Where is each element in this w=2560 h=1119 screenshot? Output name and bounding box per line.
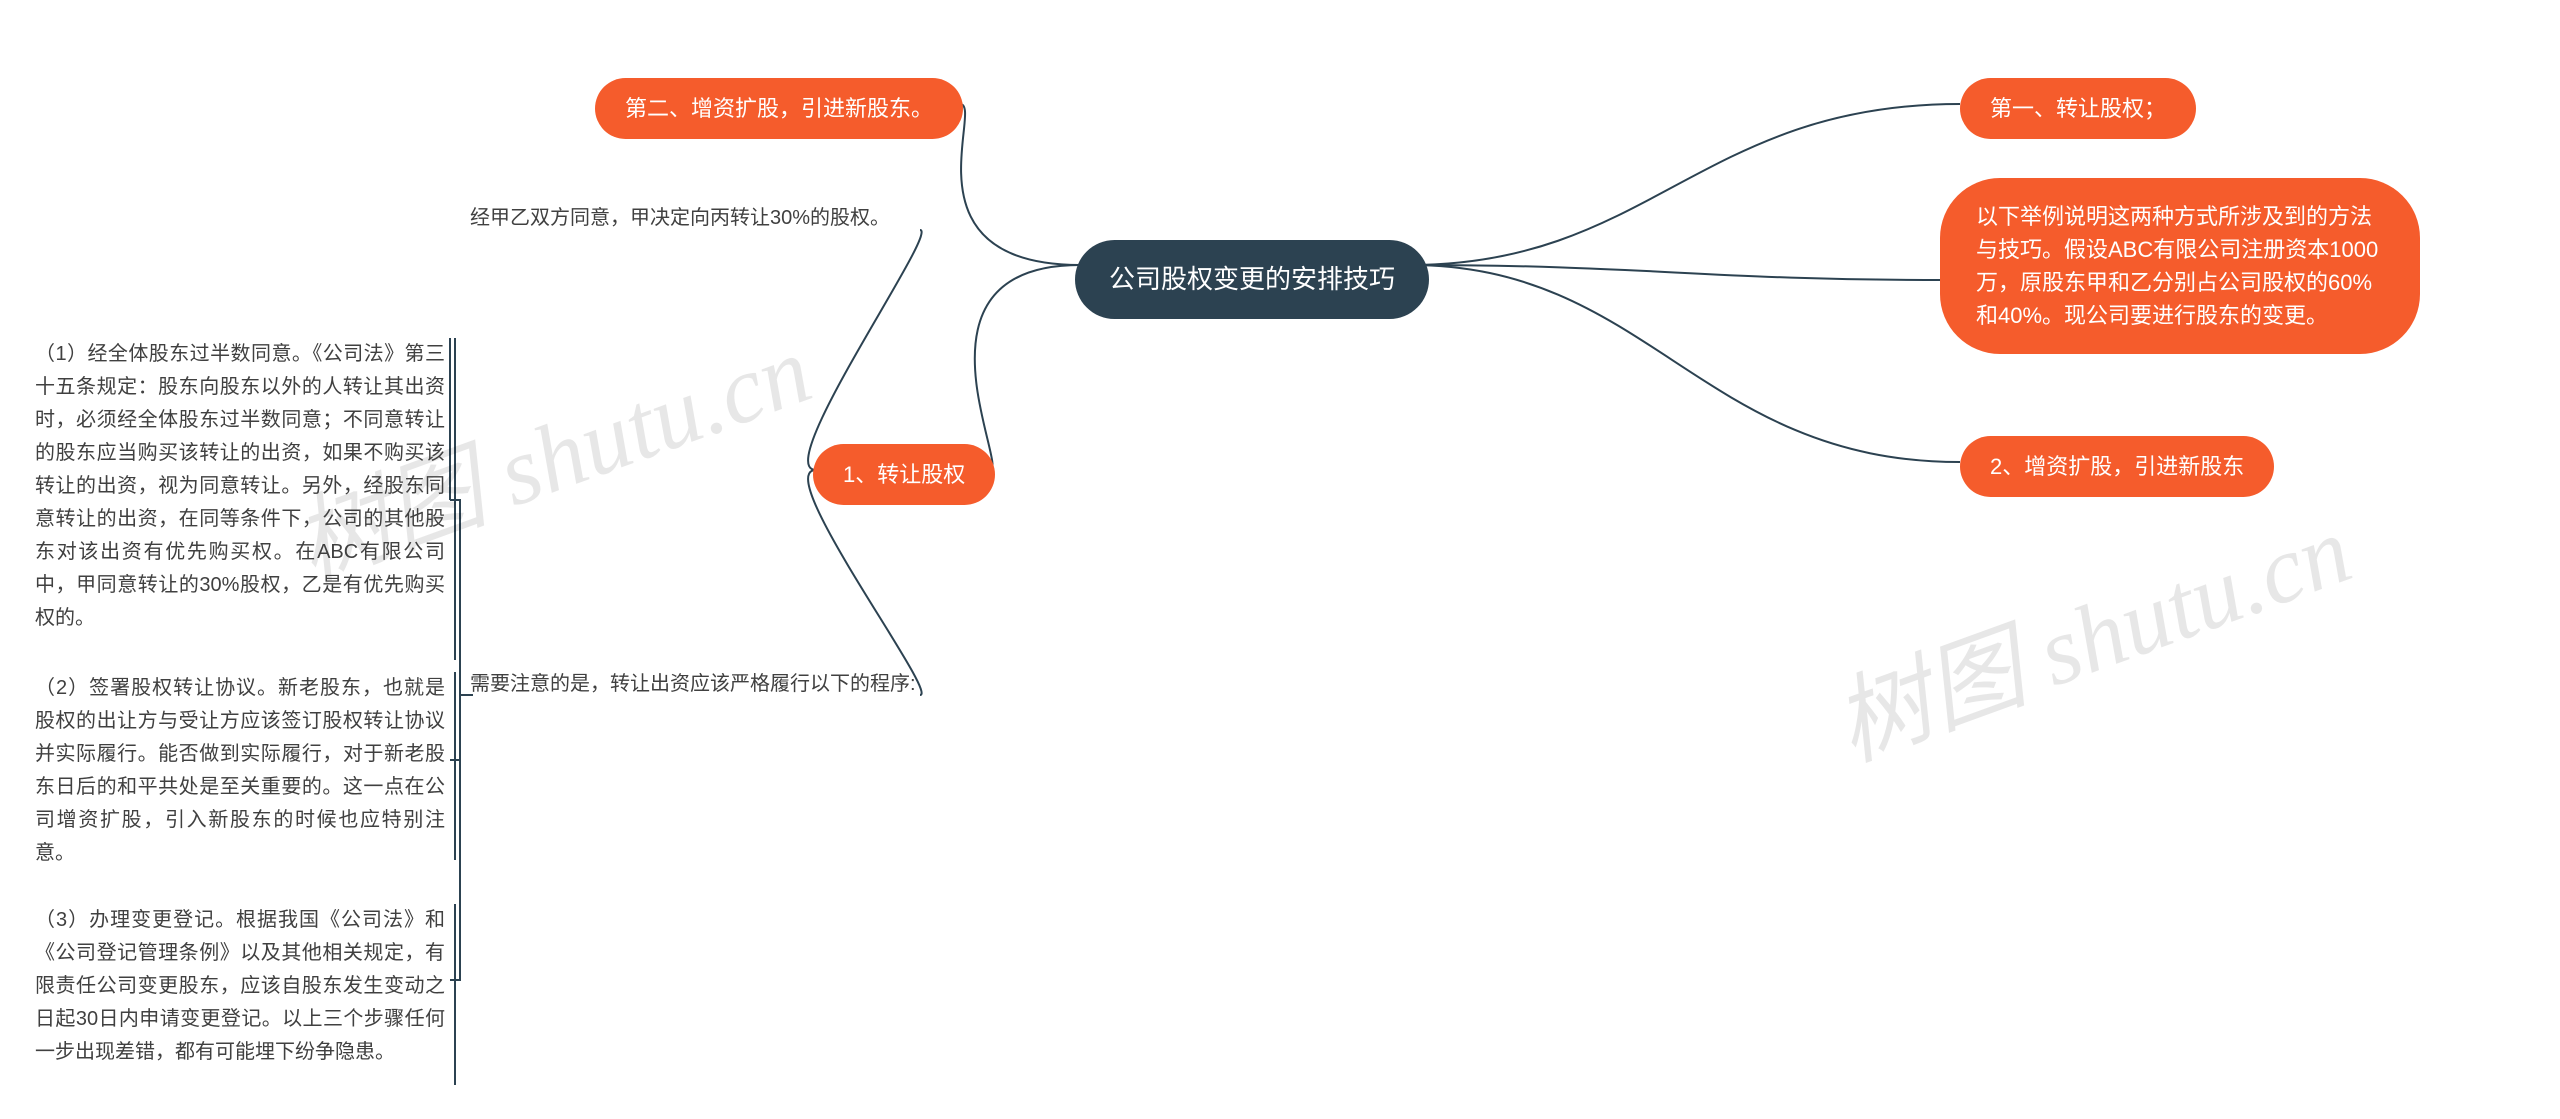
text-sub1: 经甲乙双方同意，甲决定向丙转让30%的股权。 xyxy=(470,202,920,235)
text-content: （1）经全体股东过半数同意。《公司法》第三十五条规定：股东向股东以外的人转让其出… xyxy=(35,343,445,629)
node-label: 第一、转让股权； xyxy=(1990,96,2166,121)
node-label: 2、增资扩股，引进新股东 xyxy=(1990,454,2244,479)
text-detail-3: （3）办理变更登记。根据我国《公司法》和《公司登记管理条例》以及其他相关规定，有… xyxy=(35,904,445,1069)
mindmap-root: 公司股权变更的安排技巧 xyxy=(1075,240,1429,319)
text-content: 需要注意的是，转让出资应该严格履行以下的程序: xyxy=(470,673,916,695)
root-label: 公司股权变更的安排技巧 xyxy=(1109,264,1395,294)
node-label: 第二、增资扩股，引进新股东。 xyxy=(625,96,933,121)
node-label: 1、转让股权 xyxy=(843,462,965,487)
watermark: 树图 shutu.cn xyxy=(1812,472,2366,787)
node-right-3: 2、增资扩股，引进新股东 xyxy=(1960,436,2274,497)
text-content: （3）办理变更登记。根据我国《公司法》和《公司登记管理条例》以及其他相关规定，有… xyxy=(35,909,445,1063)
text-content: （2）签署股权转让协议。新老股东，也就是股权的出让方与受让方应该签订股权转让协议… xyxy=(35,677,445,864)
text-detail-2: （2）签署股权转让协议。新老股东，也就是股权的出让方与受让方应该签订股权转让协议… xyxy=(35,672,445,870)
node-right-1: 第一、转让股权； xyxy=(1960,78,2196,139)
node-left-mid: 1、转让股权 xyxy=(813,444,995,505)
text-detail-1: （1）经全体股东过半数同意。《公司法》第三十五条规定：股东向股东以外的人转让其出… xyxy=(35,338,445,635)
text-content: 经甲乙双方同意，甲决定向丙转让30%的股权。 xyxy=(470,207,890,229)
text-sub2: 需要注意的是，转让出资应该严格履行以下的程序: xyxy=(470,668,920,701)
node-right-2: 以下举例说明这两种方式所涉及到的方法与技巧。假设ABC有限公司注册资本1000万… xyxy=(1940,178,2420,354)
node-left-top: 第二、增资扩股，引进新股东。 xyxy=(595,78,963,139)
node-label: 以下举例说明这两种方式所涉及到的方法与技巧。假设ABC有限公司注册资本1000万… xyxy=(1976,204,2378,328)
